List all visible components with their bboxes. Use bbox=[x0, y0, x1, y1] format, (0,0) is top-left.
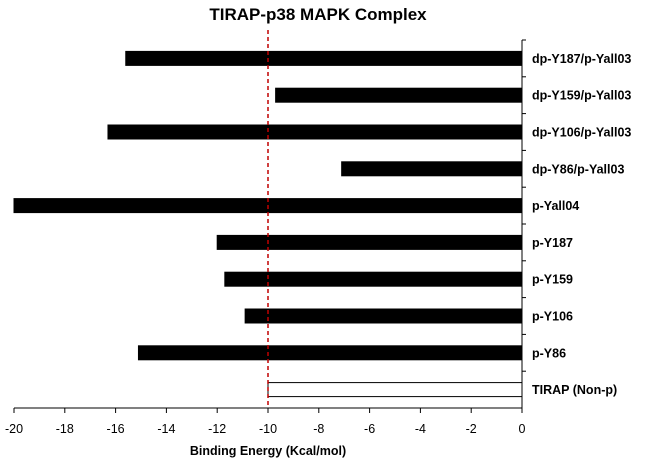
category-labels-group: dp-Y187/p-Yall03 dp-Y159/p-Yall03 dp-Y106/… bbox=[532, 52, 631, 397]
x-tick-label-9: -2 bbox=[466, 422, 477, 436]
category-label-7: p-Y106 bbox=[532, 310, 573, 324]
category-label-1: dp-Y159/p-Yall03 bbox=[532, 89, 631, 103]
bar-3 bbox=[341, 161, 523, 177]
bar-5 bbox=[216, 234, 523, 250]
category-label-4: p-Yall04 bbox=[532, 199, 579, 213]
x-tick-label-5: -10 bbox=[259, 422, 277, 436]
category-label-0: dp-Y187/p-Yall03 bbox=[532, 52, 631, 66]
bar-9 bbox=[267, 382, 523, 398]
category-label-2: dp-Y106/p-Yall03 bbox=[532, 126, 631, 140]
bar-2 bbox=[107, 124, 523, 140]
bar-6 bbox=[224, 271, 523, 287]
category-label-3: dp-Y86/p-Yall03 bbox=[532, 162, 624, 176]
x-ticks-group: -20 -18 -16 -14 -12 -10 -8 -6 -4 -2 0 bbox=[5, 408, 526, 436]
x-tick-label-7: -6 bbox=[364, 422, 375, 436]
x-tick-label-6: -8 bbox=[313, 422, 324, 436]
category-label-9: TIRAP (Non-p) bbox=[532, 383, 617, 397]
category-label-8: p-Y86 bbox=[532, 346, 566, 360]
category-label-5: p-Y187 bbox=[532, 236, 573, 250]
x-tick-label-0: -20 bbox=[5, 422, 23, 436]
x-axis-title: Binding Energy (Kcal/mol) bbox=[190, 444, 346, 458]
bar-8 bbox=[137, 345, 523, 361]
chart-title: TIRAP-p38 MAPK Complex bbox=[209, 5, 427, 24]
bar-0 bbox=[125, 50, 523, 66]
x-tick-label-2: -16 bbox=[107, 422, 125, 436]
x-tick-label-4: -12 bbox=[208, 422, 226, 436]
bar-7 bbox=[244, 308, 523, 324]
bar-1 bbox=[275, 87, 523, 103]
x-tick-label-3: -14 bbox=[157, 422, 175, 436]
bars-group bbox=[13, 39, 526, 398]
x-tick-label-1: -18 bbox=[56, 422, 74, 436]
x-tick-label-10: 0 bbox=[519, 422, 526, 436]
x-tick-label-8: -4 bbox=[415, 422, 426, 436]
category-label-6: p-Y159 bbox=[532, 273, 573, 287]
